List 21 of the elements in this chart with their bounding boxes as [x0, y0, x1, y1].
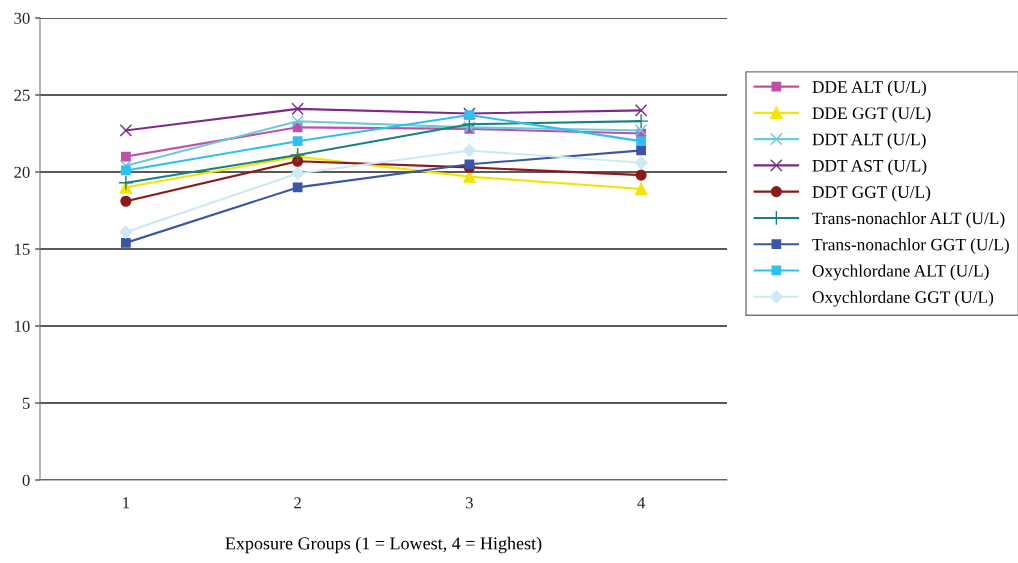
x-tick-label: 1 — [123, 497, 130, 509]
x-axis-title: Exposure Groups (1 = Lowest, 4 = Highest) — [225, 536, 542, 554]
legend-label: DDT GGT (U/L) — [812, 185, 931, 202]
x-tick-label: 4 — [637, 497, 646, 509]
y-tick-label: 15 — [15, 243, 30, 255]
y-tick-label: 5 — [22, 397, 30, 409]
y-tick-label: 25 — [14, 89, 30, 101]
y-tick-label: 10 — [15, 320, 30, 332]
x-tick-label: 3 — [466, 497, 473, 509]
legend-label: Oxychlordane ALT (U/L) — [812, 264, 989, 281]
legend-label: Trans-nonachlor ALT (U/L) — [812, 211, 1005, 228]
x-tick-label: 2 — [294, 497, 301, 509]
legend-label: DDE ALT (U/L) — [812, 80, 926, 97]
legend-label: Oxychlordane GGT (U/L) — [812, 290, 994, 307]
y-tick-label: 30 — [14, 12, 30, 24]
legend-label: DDT AST (U/L) — [812, 159, 927, 176]
y-tick-label: 0 — [22, 474, 30, 486]
y-tick-label: 20 — [14, 166, 30, 178]
legend-label: Trans-nonachlor GGT (U/L) — [812, 238, 1009, 254]
legend-label: DDE GGT (U/L) — [812, 106, 931, 123]
legend-label: DDT ALT (U/L) — [812, 133, 926, 149]
